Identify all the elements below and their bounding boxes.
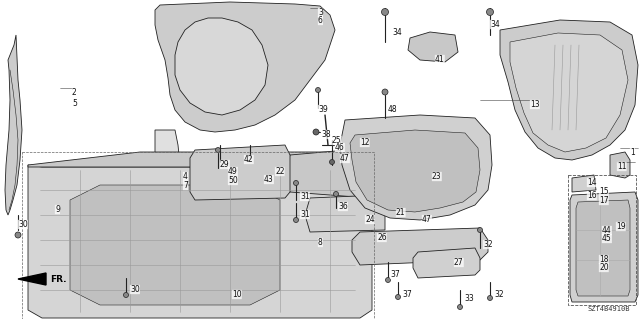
Text: 29: 29	[220, 160, 230, 169]
Text: 30: 30	[130, 285, 140, 294]
Text: 45: 45	[602, 234, 612, 243]
Text: 38: 38	[321, 130, 331, 139]
Text: 32: 32	[494, 290, 504, 299]
Polygon shape	[5, 35, 22, 215]
Text: 23: 23	[432, 172, 442, 181]
Text: 6: 6	[318, 16, 323, 25]
Polygon shape	[352, 228, 488, 265]
Circle shape	[15, 232, 21, 238]
Text: 2: 2	[72, 88, 77, 97]
Polygon shape	[570, 192, 638, 302]
Text: 15: 15	[599, 187, 609, 196]
Text: 19: 19	[616, 222, 626, 231]
Text: 36: 36	[338, 202, 348, 211]
Text: 10: 10	[232, 290, 242, 299]
Text: 30: 30	[18, 220, 28, 229]
Text: 9: 9	[55, 205, 60, 214]
Text: 16: 16	[587, 191, 596, 200]
Polygon shape	[285, 148, 425, 198]
Circle shape	[486, 9, 493, 16]
Text: 41: 41	[435, 55, 445, 64]
Polygon shape	[240, 165, 256, 185]
Circle shape	[294, 218, 298, 222]
Text: SZT4B4910B: SZT4B4910B	[588, 306, 630, 312]
Text: 13: 13	[530, 100, 540, 109]
Text: 31: 31	[300, 192, 310, 201]
Polygon shape	[155, 130, 182, 210]
Text: 39: 39	[318, 105, 328, 114]
Text: 50: 50	[228, 176, 237, 185]
Text: 44: 44	[602, 226, 612, 235]
Text: 43: 43	[264, 175, 274, 184]
Text: 5: 5	[72, 99, 77, 108]
Text: 24: 24	[365, 215, 374, 224]
Polygon shape	[208, 160, 220, 190]
Polygon shape	[572, 175, 596, 192]
Polygon shape	[350, 130, 480, 212]
Circle shape	[216, 147, 221, 152]
Circle shape	[396, 294, 401, 300]
Text: 22: 22	[275, 167, 285, 176]
Text: 48: 48	[388, 105, 397, 114]
Text: FR.: FR.	[50, 275, 67, 284]
Polygon shape	[340, 115, 492, 220]
Polygon shape	[510, 33, 628, 152]
Text: 37: 37	[390, 270, 400, 279]
Text: 14: 14	[587, 178, 596, 187]
Text: 26: 26	[377, 233, 387, 242]
Polygon shape	[176, 165, 198, 192]
Text: 42: 42	[244, 155, 253, 164]
Circle shape	[330, 160, 335, 165]
Circle shape	[382, 89, 388, 95]
Polygon shape	[28, 152, 372, 175]
Text: 33: 33	[464, 294, 474, 303]
Text: 47: 47	[340, 154, 349, 163]
Text: 31: 31	[300, 210, 310, 219]
Circle shape	[477, 227, 483, 233]
Polygon shape	[196, 152, 226, 170]
Text: 8: 8	[318, 238, 323, 247]
Circle shape	[313, 129, 319, 135]
Polygon shape	[155, 2, 335, 132]
Circle shape	[124, 293, 129, 298]
Polygon shape	[500, 20, 638, 160]
Text: 4: 4	[183, 172, 188, 181]
Text: 7: 7	[183, 181, 188, 190]
Text: 46: 46	[335, 143, 345, 152]
Circle shape	[333, 191, 339, 197]
Polygon shape	[18, 273, 46, 285]
Text: 20: 20	[599, 263, 609, 272]
Circle shape	[385, 278, 390, 283]
Text: 17: 17	[599, 196, 609, 205]
Text: 34: 34	[392, 28, 402, 37]
Text: 37: 37	[402, 290, 412, 299]
Circle shape	[488, 295, 493, 300]
Polygon shape	[413, 248, 480, 278]
Polygon shape	[70, 185, 280, 305]
Text: 47: 47	[422, 215, 432, 224]
Text: 21: 21	[396, 208, 406, 217]
Polygon shape	[408, 32, 458, 62]
Circle shape	[294, 181, 298, 186]
Polygon shape	[175, 18, 268, 115]
Text: 11: 11	[617, 162, 627, 171]
Text: 25: 25	[332, 136, 342, 145]
Text: 49: 49	[228, 167, 237, 176]
Text: 12: 12	[360, 138, 369, 147]
Text: 3: 3	[318, 8, 323, 17]
Circle shape	[458, 305, 463, 309]
Circle shape	[381, 9, 388, 16]
Polygon shape	[190, 145, 290, 200]
Polygon shape	[305, 195, 385, 232]
Text: 1: 1	[630, 148, 635, 157]
Text: 32: 32	[483, 240, 493, 249]
Text: 34: 34	[490, 20, 500, 29]
Polygon shape	[576, 200, 630, 296]
Polygon shape	[28, 165, 372, 318]
Polygon shape	[610, 152, 630, 178]
Circle shape	[316, 87, 321, 93]
Text: 18: 18	[599, 255, 609, 264]
Text: 27: 27	[454, 258, 463, 267]
